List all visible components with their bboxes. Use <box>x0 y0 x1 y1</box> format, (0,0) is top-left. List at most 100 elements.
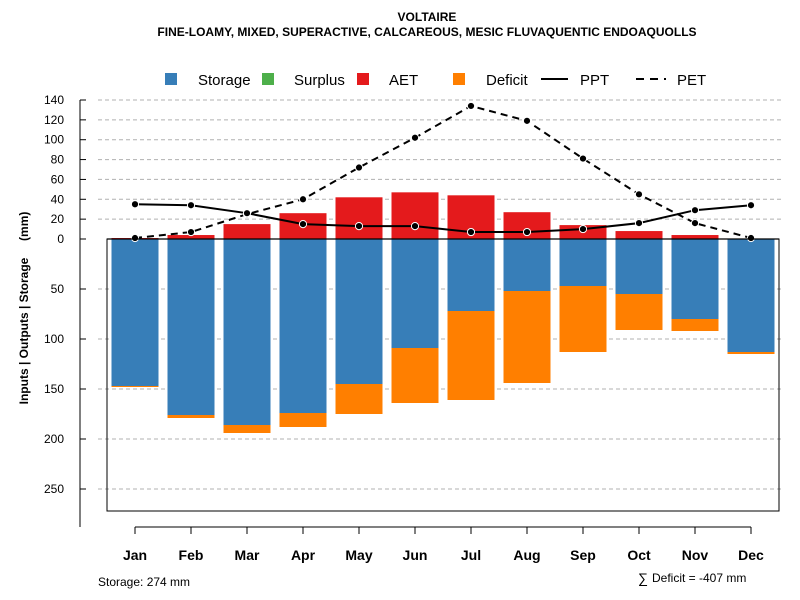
x-tick-label: Dec <box>738 547 764 563</box>
legend-label-storage: Storage <box>198 72 251 89</box>
y-tick-label: 50 <box>51 282 65 296</box>
legend-label-deficit: Deficit <box>486 72 529 89</box>
aet-bar <box>671 235 719 239</box>
y-tick-label: 120 <box>44 113 64 127</box>
legend-swatch-storage <box>165 73 177 85</box>
ppt-point <box>634 219 644 228</box>
y-tick-label: 100 <box>44 332 64 346</box>
aet-bar <box>615 231 663 239</box>
storage-bar <box>447 239 495 311</box>
y-tick-label: 140 <box>44 93 64 107</box>
y-tick-label: 40 <box>51 192 65 206</box>
grid-lines <box>98 99 781 490</box>
storage-bar <box>391 239 439 348</box>
ppt-point <box>298 220 308 229</box>
x-tick-label: Feb <box>179 547 204 563</box>
storage-bar <box>503 239 551 291</box>
chart-subtitle: FINE-LOAMY, MIXED, SUPERACTIVE, CALCAREO… <box>157 25 696 39</box>
pet-point <box>690 219 700 228</box>
y-tick-label: 0 <box>57 232 64 246</box>
pet-point <box>578 154 588 163</box>
pet-point <box>522 116 532 125</box>
line-series <box>130 101 756 243</box>
deficit-bar <box>671 319 719 331</box>
x-tick-label: Mar <box>235 547 260 563</box>
pet-point <box>410 133 420 142</box>
legend-swatch-surplus <box>262 73 274 85</box>
legend-swatch-aet <box>357 73 369 85</box>
aet-bar <box>167 235 215 239</box>
pet-point <box>746 233 756 243</box>
legend-swatch-deficit <box>453 73 465 85</box>
storage-bar <box>167 239 215 415</box>
storage-total-label: Storage: 274 mm <box>98 575 190 589</box>
pet-point <box>130 233 140 243</box>
ppt-point <box>466 227 476 237</box>
deficit-bar <box>223 425 271 433</box>
chart-title: VOLTAIRE <box>398 10 457 24</box>
bars <box>111 192 775 433</box>
ppt-point <box>522 227 532 237</box>
deficit-bar <box>727 352 775 354</box>
y-tick-label: 250 <box>44 482 64 496</box>
x-tick-label: Apr <box>291 547 316 563</box>
x-tick-label: Jul <box>461 547 481 563</box>
deficit-bar <box>167 415 215 418</box>
deficit-total-label: Deficit = -407 mm <box>652 571 746 585</box>
legend-label-ppt: PPT <box>580 72 609 89</box>
y-tick-label: 60 <box>51 172 65 186</box>
aet-bar <box>223 224 271 239</box>
storage-bar <box>111 239 159 386</box>
deficit-bar <box>335 384 383 414</box>
pet-point <box>466 101 476 111</box>
storage-bar <box>727 239 775 352</box>
pet-point <box>186 227 196 237</box>
y-tick-label: 100 <box>44 133 64 147</box>
ppt-point <box>354 221 364 231</box>
deficit-bar <box>503 291 551 383</box>
deficit-bar <box>615 294 663 330</box>
x-tick-label: Nov <box>682 547 709 563</box>
deficit-bar <box>391 348 439 403</box>
ppt-line <box>134 203 752 234</box>
x-tick-label: May <box>345 547 372 563</box>
ppt-point <box>186 201 196 210</box>
legend-label-surplus: Surplus <box>294 72 345 89</box>
storage-bar <box>559 239 607 286</box>
storage-bar <box>223 239 271 425</box>
y-tick-label: 20 <box>51 212 65 226</box>
x-tick-label: Jan <box>123 547 147 563</box>
aet-bar <box>335 197 383 239</box>
ppt-point <box>410 221 420 231</box>
x-tick-label: Aug <box>513 547 540 563</box>
x-tick-label: Jun <box>403 547 428 563</box>
aet-bar <box>391 192 439 239</box>
x-tick-label: Sep <box>570 547 596 563</box>
deficit-bar <box>447 311 495 400</box>
ppt-point <box>130 200 140 209</box>
pet-point <box>354 163 364 172</box>
y-tick-label: 80 <box>51 153 65 167</box>
pet-point <box>634 190 644 199</box>
deficit-sum-symbol: ∑ <box>638 570 648 586</box>
storage-bar <box>335 239 383 384</box>
y-tick-label: 200 <box>44 432 64 446</box>
storage-bar <box>615 239 663 294</box>
deficit-bar <box>279 413 327 427</box>
ppt-point <box>242 209 252 218</box>
deficit-bar <box>559 286 607 352</box>
ppt-point <box>578 224 588 234</box>
y-tick-label: 150 <box>44 382 64 396</box>
legend: Storage Surplus AET Deficit PPT PET <box>165 72 706 89</box>
storage-bar <box>279 239 327 413</box>
legend-label-pet: PET <box>677 72 706 89</box>
storage-bar <box>671 239 719 319</box>
pet-point <box>298 195 308 204</box>
pet-line <box>134 104 752 240</box>
x-tick-label: Oct <box>627 547 651 563</box>
deficit-bar <box>111 386 159 387</box>
legend-label-aet: AET <box>389 72 418 89</box>
ppt-point <box>690 206 700 215</box>
